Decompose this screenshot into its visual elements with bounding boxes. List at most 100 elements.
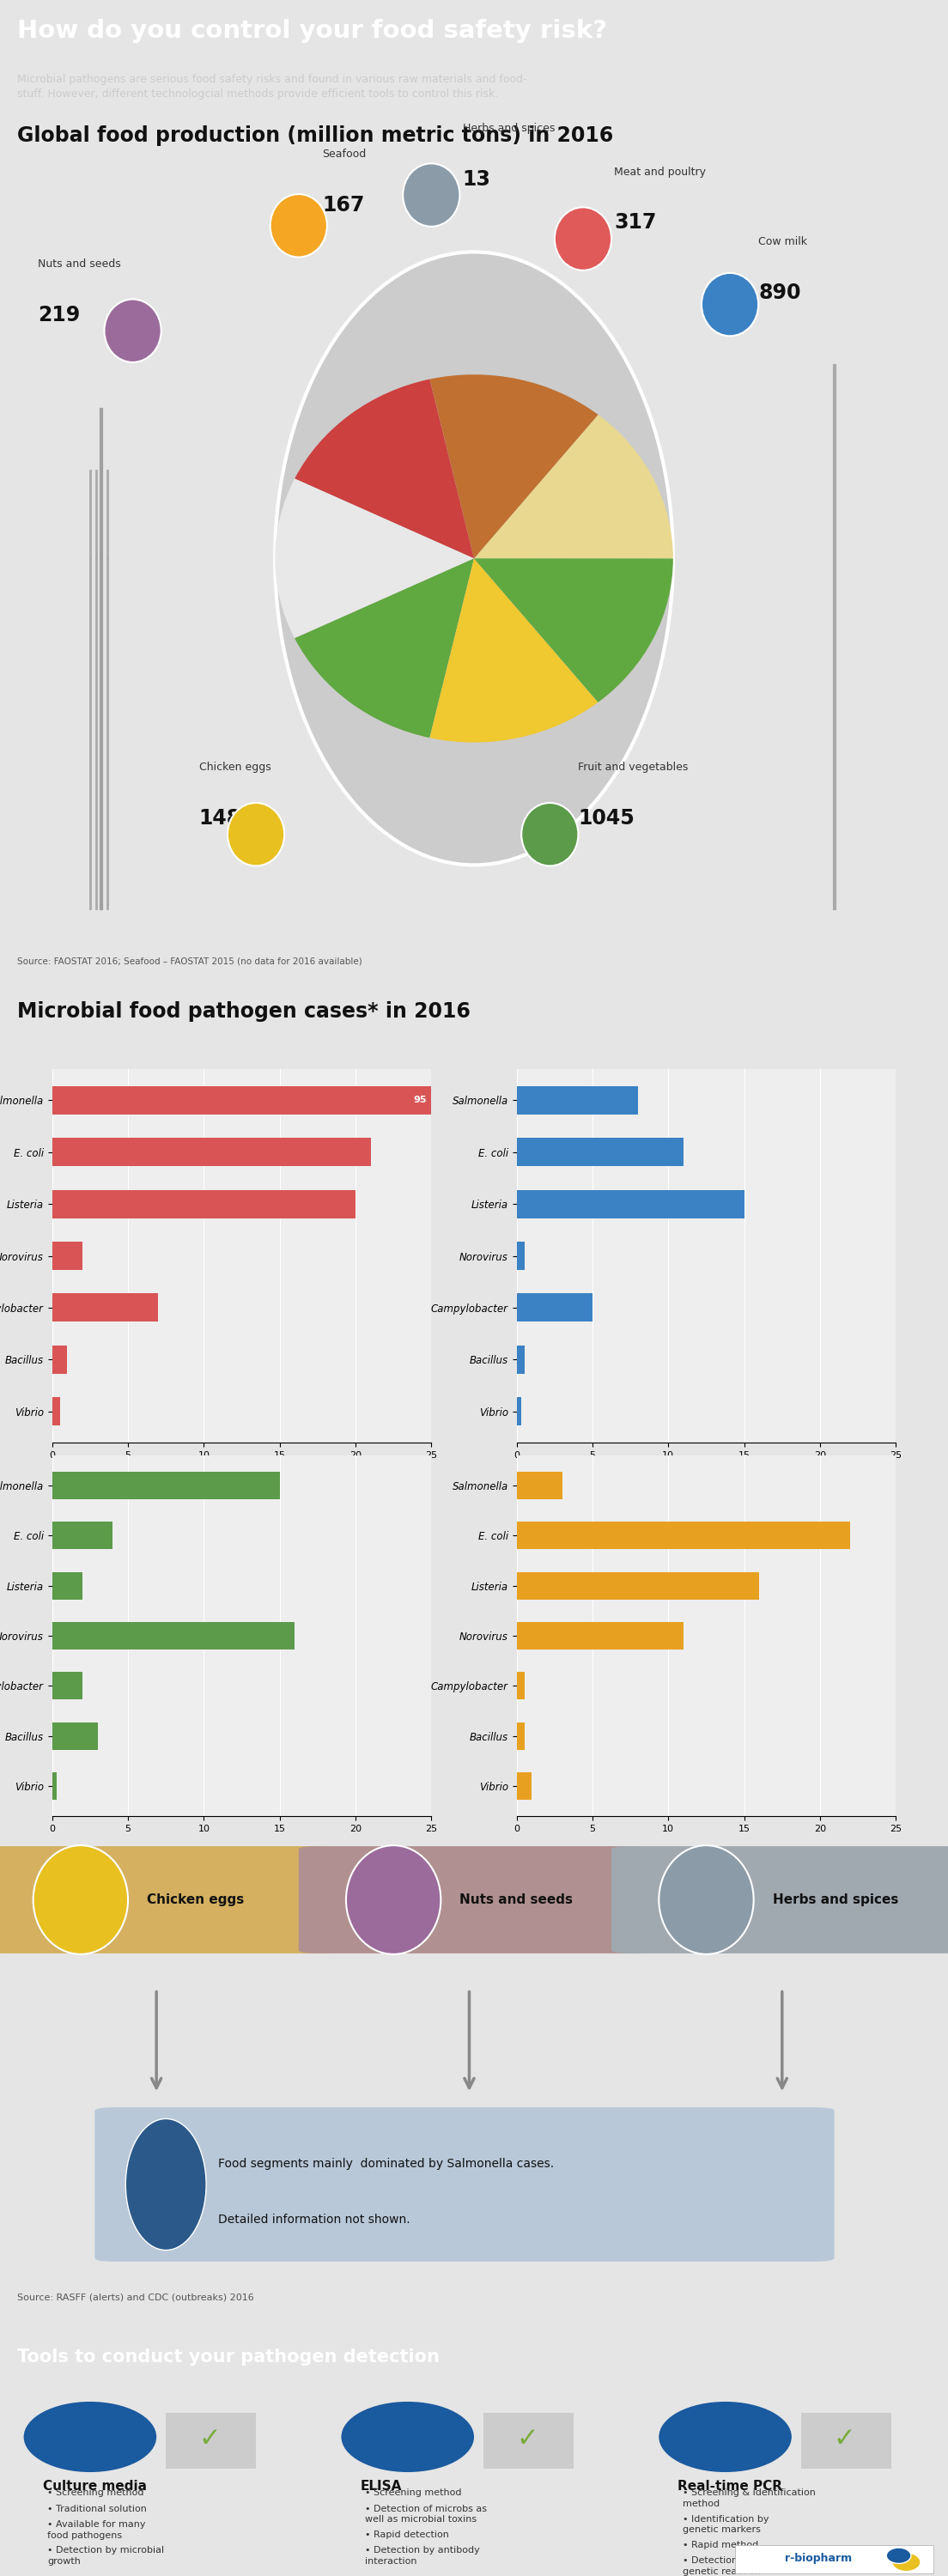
Ellipse shape	[228, 804, 284, 866]
Text: • Rapid detection: • Rapid detection	[365, 2530, 449, 2540]
Text: Nuts and seeds: Nuts and seeds	[38, 258, 121, 270]
Ellipse shape	[528, 1458, 566, 1504]
Text: • Screening method: • Screening method	[47, 2488, 144, 2496]
Text: • Rapid method: • Rapid method	[683, 2540, 758, 2550]
Bar	[52, 1242, 82, 1270]
Text: Tools to conduct your pathogen detection: Tools to conduct your pathogen detection	[17, 2349, 440, 2365]
FancyBboxPatch shape	[568, 1821, 883, 1880]
Text: Meat and poultry: Meat and poultry	[614, 167, 706, 178]
Text: Chicken eggs: Chicken eggs	[147, 1893, 245, 1906]
Text: ✓: ✓	[833, 2427, 856, 2452]
Ellipse shape	[64, 1832, 101, 1875]
Text: ELISA: ELISA	[360, 2481, 402, 2494]
Bar	[517, 1723, 524, 1749]
Text: ✓: ✓	[516, 2427, 538, 2452]
Text: Microbial food pathogen cases* in 2016: Microbial food pathogen cases* in 2016	[17, 1002, 470, 1023]
Text: Seafood: Seafood	[322, 149, 366, 160]
Ellipse shape	[275, 252, 673, 866]
Text: Microbial pathogens are serious food safety risks and found in various raw mater: Microbial pathogens are serious food saf…	[17, 75, 527, 100]
Bar	[52, 1396, 60, 1425]
Text: Nuts and seeds: Nuts and seeds	[460, 1893, 574, 1906]
FancyBboxPatch shape	[103, 1448, 418, 1510]
Ellipse shape	[104, 299, 161, 363]
Text: 1487: 1487	[199, 809, 256, 829]
Bar	[517, 1139, 684, 1167]
Text: 890: 890	[758, 283, 801, 304]
Ellipse shape	[521, 804, 578, 866]
Bar	[517, 1345, 524, 1373]
Text: 1045: 1045	[578, 809, 635, 829]
Text: 167: 167	[322, 196, 365, 216]
Text: • Traditional solution: • Traditional solution	[47, 2504, 147, 2514]
FancyBboxPatch shape	[299, 1847, 649, 1953]
Text: Food segments mainly  dominated by Salmonella cases.: Food segments mainly dominated by Salmon…	[218, 2159, 554, 2169]
Ellipse shape	[403, 162, 460, 227]
Bar	[52, 1471, 280, 1499]
Ellipse shape	[528, 1832, 566, 1875]
Wedge shape	[429, 559, 598, 742]
Text: 317: 317	[614, 214, 657, 234]
Bar	[52, 1190, 356, 1218]
Text: How do you control your food safety risk?: How do you control your food safety risk…	[17, 18, 607, 44]
Wedge shape	[295, 379, 474, 559]
Text: Real-time PCR: Real-time PCR	[678, 2481, 783, 2494]
FancyBboxPatch shape	[0, 1847, 337, 1953]
Text: 95: 95	[413, 1095, 427, 1105]
Wedge shape	[474, 415, 673, 559]
Text: Herbs and spices: Herbs and spices	[773, 1893, 899, 1906]
Wedge shape	[275, 479, 474, 639]
Bar	[52, 1522, 113, 1548]
Text: • Detection by antibody
interaction: • Detection by antibody interaction	[365, 2545, 480, 2566]
Bar	[517, 1623, 684, 1649]
Text: • Available for many
food pathogens: • Available for many food pathogens	[47, 2519, 146, 2540]
Text: ✓: ✓	[198, 2427, 221, 2452]
Text: Meat and poultry: Meat and poultry	[110, 1476, 226, 1486]
Bar	[517, 1242, 524, 1270]
Text: • Detection by molecular
genetic reaction: • Detection by molecular genetic reactio…	[683, 2555, 803, 2576]
Ellipse shape	[659, 1844, 754, 1955]
Text: Source: RASFF (alerts) and CDC (outbreaks) 2016: Source: RASFF (alerts) and CDC (outbreak…	[17, 2293, 254, 2303]
Text: Seafood: Seafood	[574, 1847, 629, 1860]
Text: Chicken eggs: Chicken eggs	[199, 762, 271, 773]
Bar	[52, 1672, 82, 1700]
Text: Culture media: Culture media	[43, 2481, 147, 2494]
Ellipse shape	[64, 1458, 101, 1504]
Ellipse shape	[125, 2117, 207, 2251]
Ellipse shape	[346, 1844, 441, 1955]
FancyBboxPatch shape	[95, 2107, 834, 2262]
Bar	[52, 1345, 67, 1373]
Bar	[517, 1672, 524, 1700]
Ellipse shape	[341, 2401, 474, 2473]
Text: • Detection by microbial
growth: • Detection by microbial growth	[47, 2545, 164, 2566]
Text: • Detection of microbs as
well as microbial toxins: • Detection of microbs as well as microb…	[365, 2504, 487, 2524]
Bar	[52, 1772, 57, 1801]
Text: 219: 219	[38, 304, 81, 325]
Text: Herbs and spices: Herbs and spices	[463, 124, 555, 134]
Wedge shape	[474, 559, 673, 703]
Text: Fruit and vegetable: Fruit and vegetable	[110, 1847, 242, 1860]
FancyBboxPatch shape	[801, 2414, 891, 2468]
Bar	[517, 1522, 850, 1548]
Text: r-biopharm: r-biopharm	[785, 2553, 852, 2563]
Ellipse shape	[33, 1844, 128, 1955]
Bar	[517, 1190, 744, 1218]
Bar	[52, 1623, 295, 1649]
FancyBboxPatch shape	[735, 2545, 934, 2573]
Text: Fruit and vegetables: Fruit and vegetables	[578, 762, 688, 773]
Text: Global food production (million metric tons) in 2016: Global food production (million metric t…	[17, 124, 613, 144]
Text: • Screening method: • Screening method	[365, 2488, 462, 2496]
Bar	[52, 1571, 82, 1600]
Bar	[517, 1772, 532, 1801]
FancyBboxPatch shape	[166, 2414, 256, 2468]
Ellipse shape	[892, 2553, 921, 2571]
FancyBboxPatch shape	[568, 1448, 883, 1510]
Bar	[517, 1396, 521, 1425]
Bar	[52, 1293, 158, 1321]
Bar	[517, 1571, 759, 1600]
Bar	[517, 1293, 592, 1321]
Wedge shape	[429, 374, 598, 559]
Ellipse shape	[702, 273, 758, 335]
Ellipse shape	[555, 206, 611, 270]
Bar	[52, 1087, 431, 1115]
Wedge shape	[295, 559, 474, 737]
